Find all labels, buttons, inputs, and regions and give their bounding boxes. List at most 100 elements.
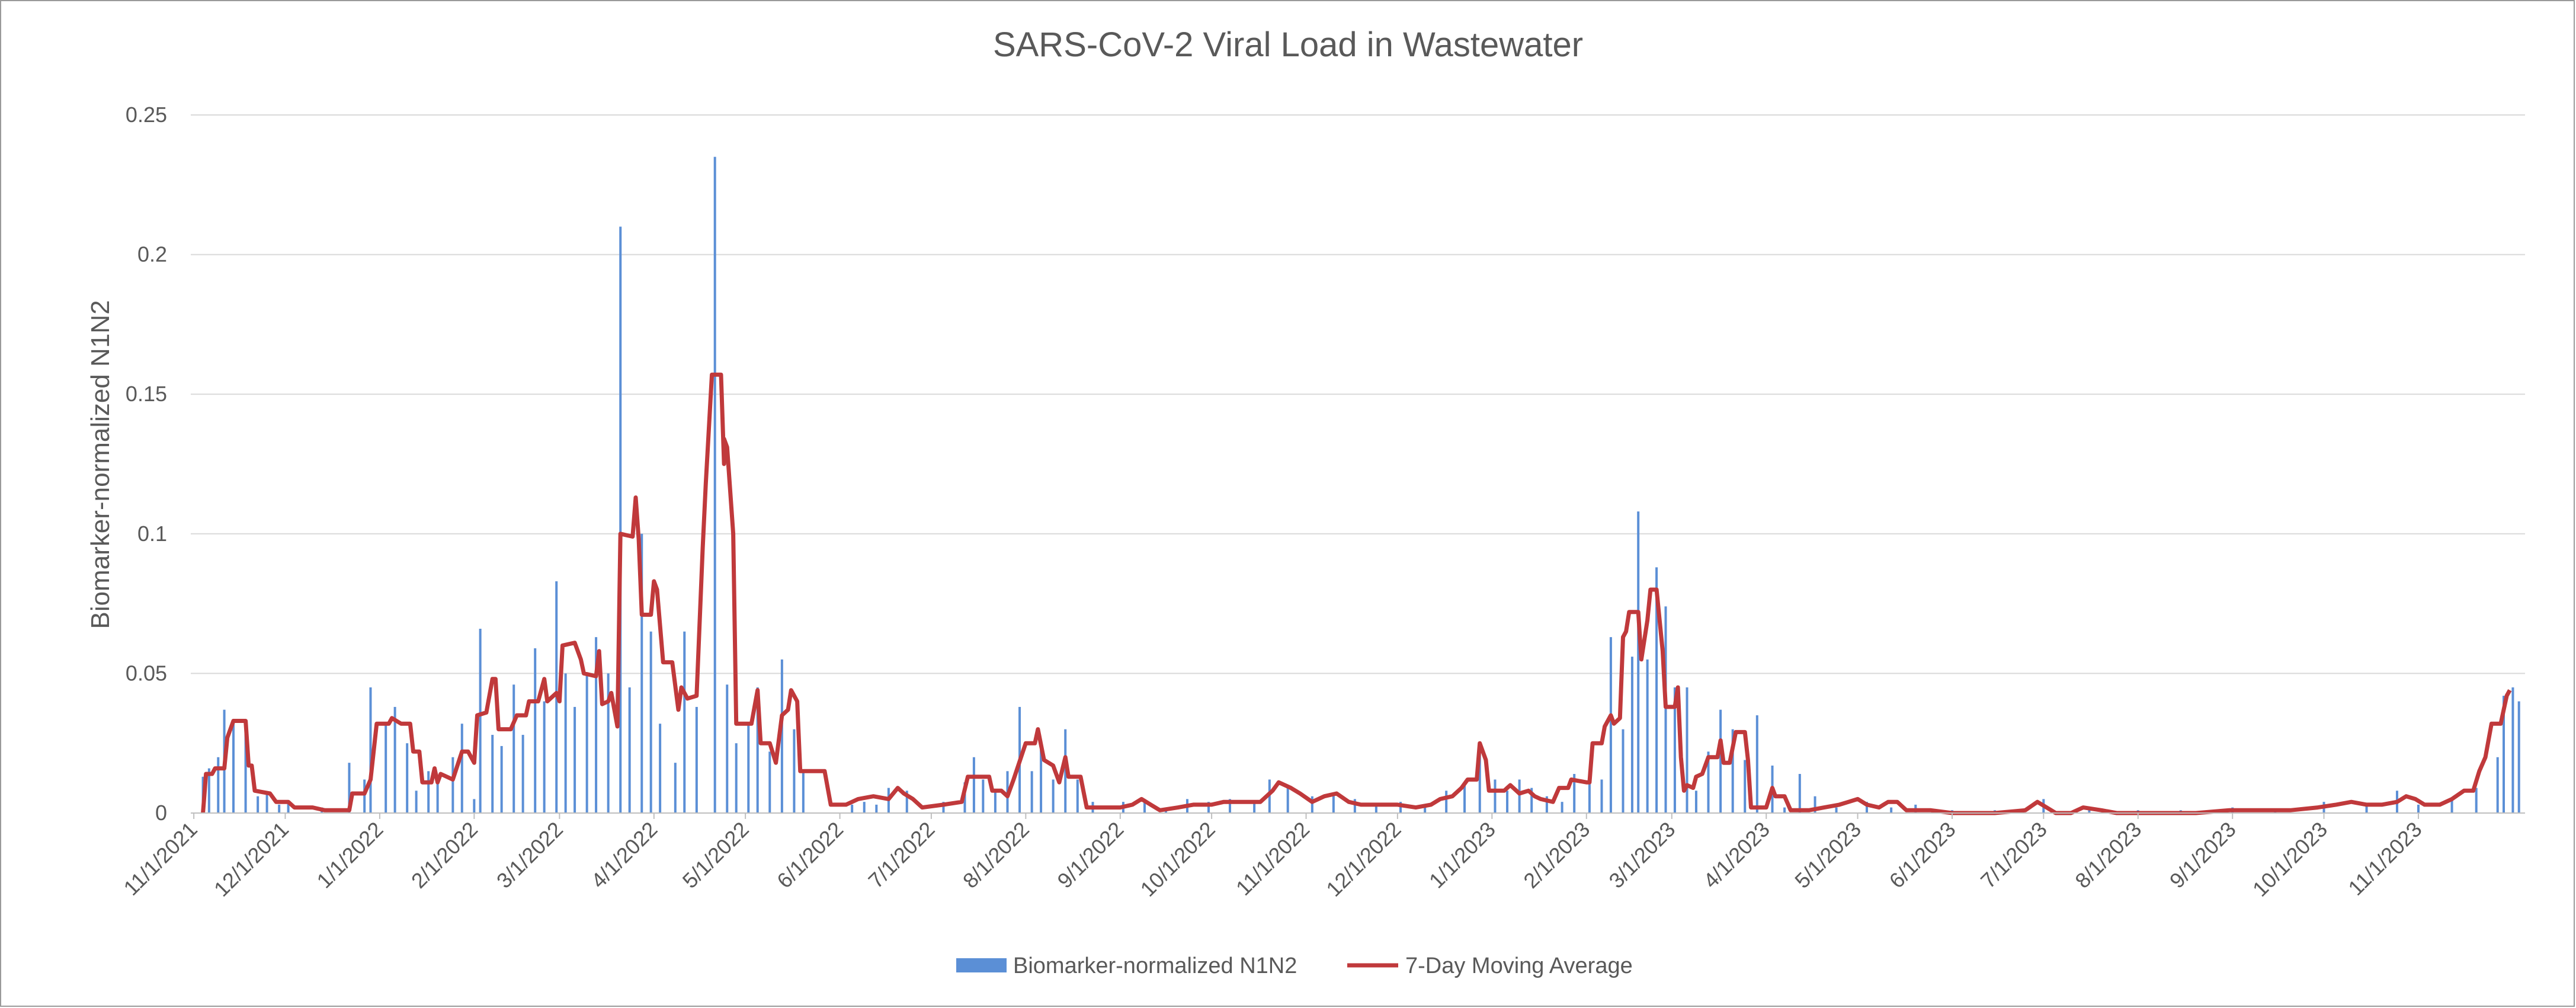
bar — [2511, 687, 2514, 813]
bar — [385, 724, 387, 813]
bar — [1518, 779, 1521, 813]
bar — [2417, 804, 2420, 813]
bar — [1835, 807, 1838, 813]
x-tick-label: 4/1/2022 — [586, 817, 662, 893]
bar — [1040, 740, 1043, 813]
bar — [1545, 796, 1548, 813]
x-tick-label: 2/1/2022 — [406, 817, 482, 893]
bar — [2475, 788, 2478, 813]
x-tick-label: 12/1/2022 — [1321, 817, 1405, 901]
bar — [1506, 791, 1509, 813]
bar — [2502, 696, 2505, 813]
bar — [543, 701, 546, 813]
bar — [595, 637, 598, 813]
bar — [905, 791, 908, 813]
y-tick-label: 0.15 — [126, 382, 167, 406]
x-tick-label: 8/1/2023 — [2070, 817, 2146, 893]
bar — [534, 648, 537, 813]
bar — [2450, 799, 2453, 813]
bar — [1561, 802, 1563, 813]
x-tick-labels: 11/1/2021 12/1/2021 1/1/2022 2/1/2022 3/1/20… — [118, 813, 2427, 901]
bar — [1673, 687, 1676, 813]
bar — [491, 735, 494, 813]
bar — [436, 779, 439, 813]
bar — [793, 729, 796, 813]
bar — [1530, 788, 1533, 813]
bar — [1228, 799, 1231, 813]
bar — [1588, 771, 1591, 813]
bar — [735, 743, 738, 813]
bar — [1253, 802, 1256, 813]
legend: Biomarker-normalized N1N2 7-Day Moving A… — [956, 953, 1633, 978]
bar — [1445, 791, 1448, 813]
legend-bar-label: Biomarker-normalized N1N2 — [1013, 953, 1297, 978]
bar — [2517, 701, 2520, 813]
bar — [1865, 802, 1868, 813]
bar — [1744, 760, 1747, 813]
bar — [802, 771, 805, 813]
bar — [512, 684, 515, 813]
x-tick-label: 5/1/2022 — [678, 817, 754, 893]
bar — [232, 724, 235, 813]
bar — [1052, 779, 1055, 813]
bar — [942, 802, 945, 813]
bar — [1207, 802, 1210, 813]
x-tick-label: 6/1/2022 — [772, 817, 848, 893]
gridlines — [191, 114, 2525, 674]
x-tick-label: 6/1/2023 — [1885, 817, 1960, 893]
bar — [257, 796, 259, 813]
x-tick-label: 1/1/2023 — [1424, 817, 1500, 893]
x-tick-label: 9/1/2023 — [2165, 817, 2241, 893]
bar — [348, 763, 351, 813]
bar — [1399, 802, 1402, 813]
bar — [1030, 771, 1033, 813]
bar — [628, 687, 631, 813]
bar — [649, 631, 652, 813]
bar — [1573, 774, 1576, 813]
bar — [1311, 796, 1313, 813]
x-tick-label: 3/1/2023 — [1604, 817, 1680, 893]
x-tick-label: 5/1/2023 — [1790, 817, 1866, 893]
bar — [1286, 785, 1289, 813]
moving-average-line — [201, 372, 2512, 815]
bar — [1609, 637, 1612, 813]
bar-series — [201, 156, 2520, 814]
bar — [2365, 804, 2368, 813]
x-tick-label: 1/1/2022 — [312, 817, 387, 893]
bar — [1694, 791, 1697, 813]
bar — [287, 802, 290, 813]
bar — [479, 629, 482, 813]
y-axis-label: Biomarker-normalized N1N2 — [86, 300, 115, 629]
bar — [460, 724, 463, 813]
bar — [851, 804, 854, 813]
y-tick-label: 0.05 — [126, 661, 167, 685]
bar — [674, 763, 677, 813]
x-tick-label: 11/1/2022 — [1231, 817, 1314, 900]
bar — [415, 791, 418, 813]
x-tick-label: 10/1/2022 — [1136, 817, 1220, 901]
bar — [1664, 606, 1667, 813]
bar — [363, 779, 366, 813]
x-tick-label: 11/1/2023 — [2343, 817, 2426, 900]
bar — [521, 735, 524, 813]
x-tick-label: 10/1/2023 — [2248, 817, 2332, 901]
bar — [619, 226, 622, 814]
bar — [217, 757, 220, 813]
bar — [1374, 804, 1377, 813]
bar — [982, 779, 985, 813]
x-tick-label: 7/1/2023 — [1976, 817, 2052, 893]
bar — [393, 706, 396, 813]
bar — [500, 745, 503, 813]
bar — [278, 804, 281, 813]
y-tick-labels: 0 0.05 0.1 0.15 0.2 0.25 — [126, 103, 167, 825]
bar — [1755, 715, 1758, 813]
bar — [1064, 729, 1067, 813]
bar — [1463, 785, 1466, 813]
bar — [1076, 779, 1079, 813]
bar — [1622, 729, 1625, 813]
bar — [1630, 657, 1633, 813]
bar — [695, 706, 698, 813]
chart-title: SARS-CoV-2 Viral Load in Wastewater — [993, 25, 1583, 64]
bar — [1783, 807, 1786, 813]
